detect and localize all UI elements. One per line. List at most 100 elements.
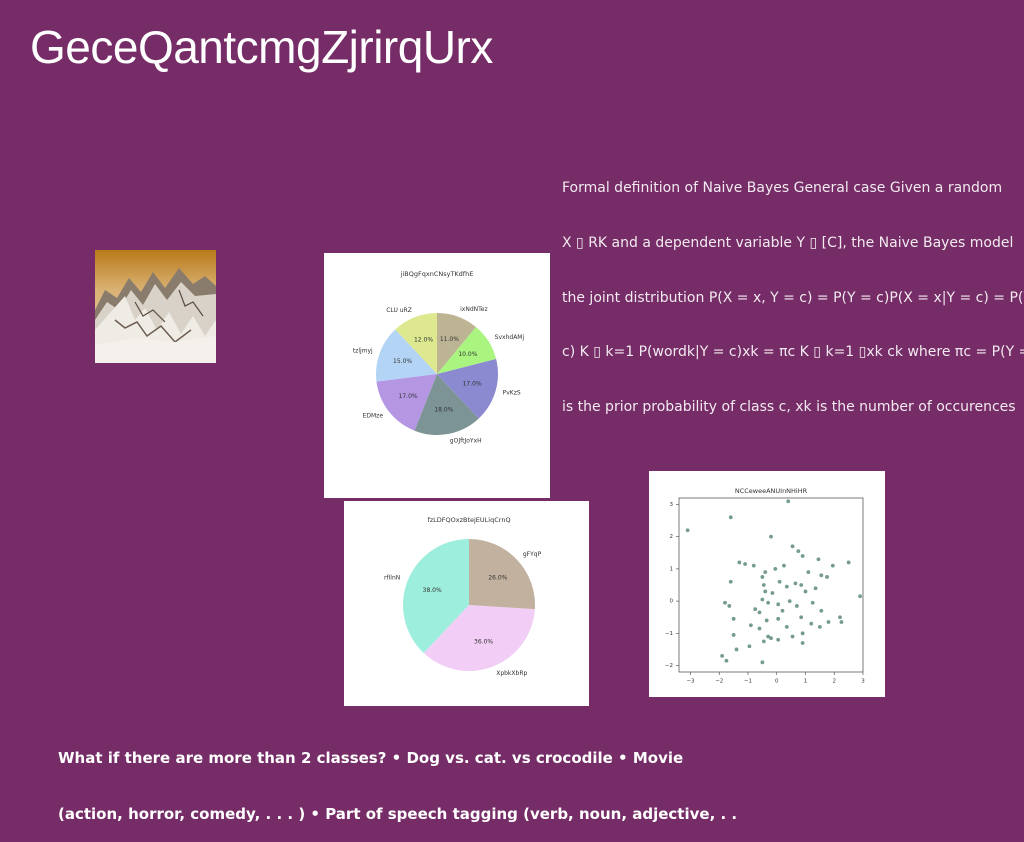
- scatter-point: [780, 608, 785, 613]
- scatter-point: [727, 604, 732, 608]
- scatter-point: [816, 557, 821, 562]
- scatter-point: [769, 636, 773, 641]
- x-tick-label: 3: [861, 679, 865, 685]
- scatter-point: [776, 602, 781, 607]
- scatter-point: [800, 641, 805, 645]
- scatter-point: [760, 575, 765, 579]
- slice-label: EDMze: [363, 412, 384, 419]
- y-tick-label: −2: [665, 663, 673, 669]
- pie-chart-2: fzLDFQOxzBtejEULiqCrnQ 38.0% rfIlnN 36.0% Xp…: [344, 501, 589, 706]
- slice-label: CLU uRZ: [386, 307, 412, 314]
- scatter-point: [858, 594, 863, 599]
- scatter-point: [813, 586, 818, 591]
- slice-label: PvKzS: [503, 390, 521, 397]
- bottom-line: (action, horror, comedy, . . . ) • Part …: [58, 804, 738, 823]
- scatter-point: [790, 634, 795, 639]
- bottom-text: What if there are more than 2 classes? •…: [58, 712, 818, 842]
- x-tick-label: −1: [744, 679, 752, 685]
- scatter-point: [776, 616, 781, 621]
- scatter-point: [728, 579, 733, 584]
- bottom-line: What if there are more than 2 classes? •…: [58, 749, 684, 767]
- scatter-point: [763, 570, 768, 575]
- mountain-photo: [95, 250, 216, 363]
- scatter-point: [790, 544, 795, 549]
- scatter-point: [751, 563, 756, 568]
- scatter-point: [757, 610, 762, 615]
- slice-label: ixNdNTez: [460, 306, 488, 313]
- slice-percent-label: 26.0%: [488, 574, 507, 581]
- scatter-point: [731, 633, 736, 637]
- pie-slice: [376, 374, 437, 431]
- paragraph-line: is the prior probability of class c, xk …: [562, 398, 1016, 415]
- scatter-point: [685, 528, 690, 533]
- chart-title: fzLDFQOxzBtejEULiqCrnQ: [427, 516, 510, 524]
- y-tick-label: 0: [670, 599, 674, 605]
- scatter-point: [794, 604, 799, 608]
- scatter-point: [737, 560, 742, 565]
- scatter-point: [800, 631, 805, 636]
- scatter-point: [800, 554, 805, 558]
- scatter-point: [806, 570, 811, 575]
- scatter-point: [782, 563, 786, 568]
- chart-title: jiBQgFqxnCNsyTKdfhE: [400, 270, 474, 278]
- scatter-point: [757, 626, 762, 631]
- scatter-point: [720, 653, 725, 658]
- scatter-point: [809, 621, 814, 626]
- pie-slice: [395, 313, 437, 374]
- paragraph-line: the joint distribution P(X = x, Y = c) =…: [562, 289, 1024, 306]
- scatter-point: [764, 618, 769, 623]
- pie-slice: [414, 374, 479, 436]
- paragraph-line: Formal definition of Naive Bayes General…: [562, 180, 1003, 197]
- scatter-point: [817, 624, 822, 629]
- pie-slice: [375, 329, 437, 382]
- scatter-point: [838, 615, 842, 620]
- scatter-point: [796, 549, 801, 554]
- scatter-point: [760, 597, 765, 602]
- scatter-point: [724, 658, 729, 663]
- scatter-point: [728, 515, 733, 520]
- scatter-point: [761, 583, 766, 587]
- scatter-point: [826, 620, 831, 624]
- scatter-point: [803, 589, 808, 594]
- scatter-point: [773, 566, 778, 571]
- scatter-point: [777, 579, 782, 584]
- scatter-point: [819, 608, 824, 613]
- slice-percent-label: 11.0%: [440, 336, 459, 343]
- scatter-point: [786, 499, 791, 504]
- slice-percent-label: 17.0%: [399, 393, 418, 400]
- pie-chart-1: jiBQgFqxnCNsyTKdfhE 12.0% CLU uRZ 15.0% tzlj…: [324, 253, 550, 498]
- y-tick-label: 3: [670, 502, 674, 508]
- slice-percent-label: 10.0%: [458, 351, 477, 358]
- pie-slice: [437, 313, 476, 374]
- scatter-point: [799, 583, 804, 587]
- slide-title: GeceQantcmgZjrirqUrx: [30, 21, 493, 73]
- slice-label: rfIlnN: [384, 574, 400, 581]
- scatter-point: [787, 599, 792, 604]
- scatter-point: [825, 575, 829, 579]
- slice-percent-label: 15.0%: [393, 358, 412, 365]
- scatter-point: [760, 660, 765, 665]
- scatter-point: [810, 600, 815, 605]
- scatter-point: [723, 600, 727, 605]
- y-tick-label: 1: [670, 566, 674, 572]
- scatter-point: [839, 620, 844, 624]
- scatter-point: [784, 584, 789, 589]
- x-tick-label: −2: [715, 679, 723, 685]
- scatter-point: [819, 573, 824, 578]
- scatter-point: [766, 634, 771, 639]
- slice-percent-label: 18.0%: [434, 406, 453, 413]
- y-tick-label: 2: [670, 534, 674, 540]
- slice-label: gFYqP: [523, 551, 542, 558]
- pie-slice: [469, 539, 535, 610]
- plot-frame: [678, 497, 864, 673]
- scatter-point: [776, 637, 781, 642]
- slice-percent-label: 36.0%: [474, 638, 493, 645]
- x-tick-label: 2: [833, 679, 837, 685]
- scatter-point: [734, 647, 739, 652]
- scatter-point: [731, 616, 736, 621]
- x-tick-label: 0: [775, 679, 779, 685]
- scatter-point: [743, 562, 748, 566]
- slice-label: tzljmyj: [353, 347, 373, 354]
- chart-title: NCCeweeANUInNHiHR: [735, 487, 808, 495]
- scatter-point: [830, 563, 835, 568]
